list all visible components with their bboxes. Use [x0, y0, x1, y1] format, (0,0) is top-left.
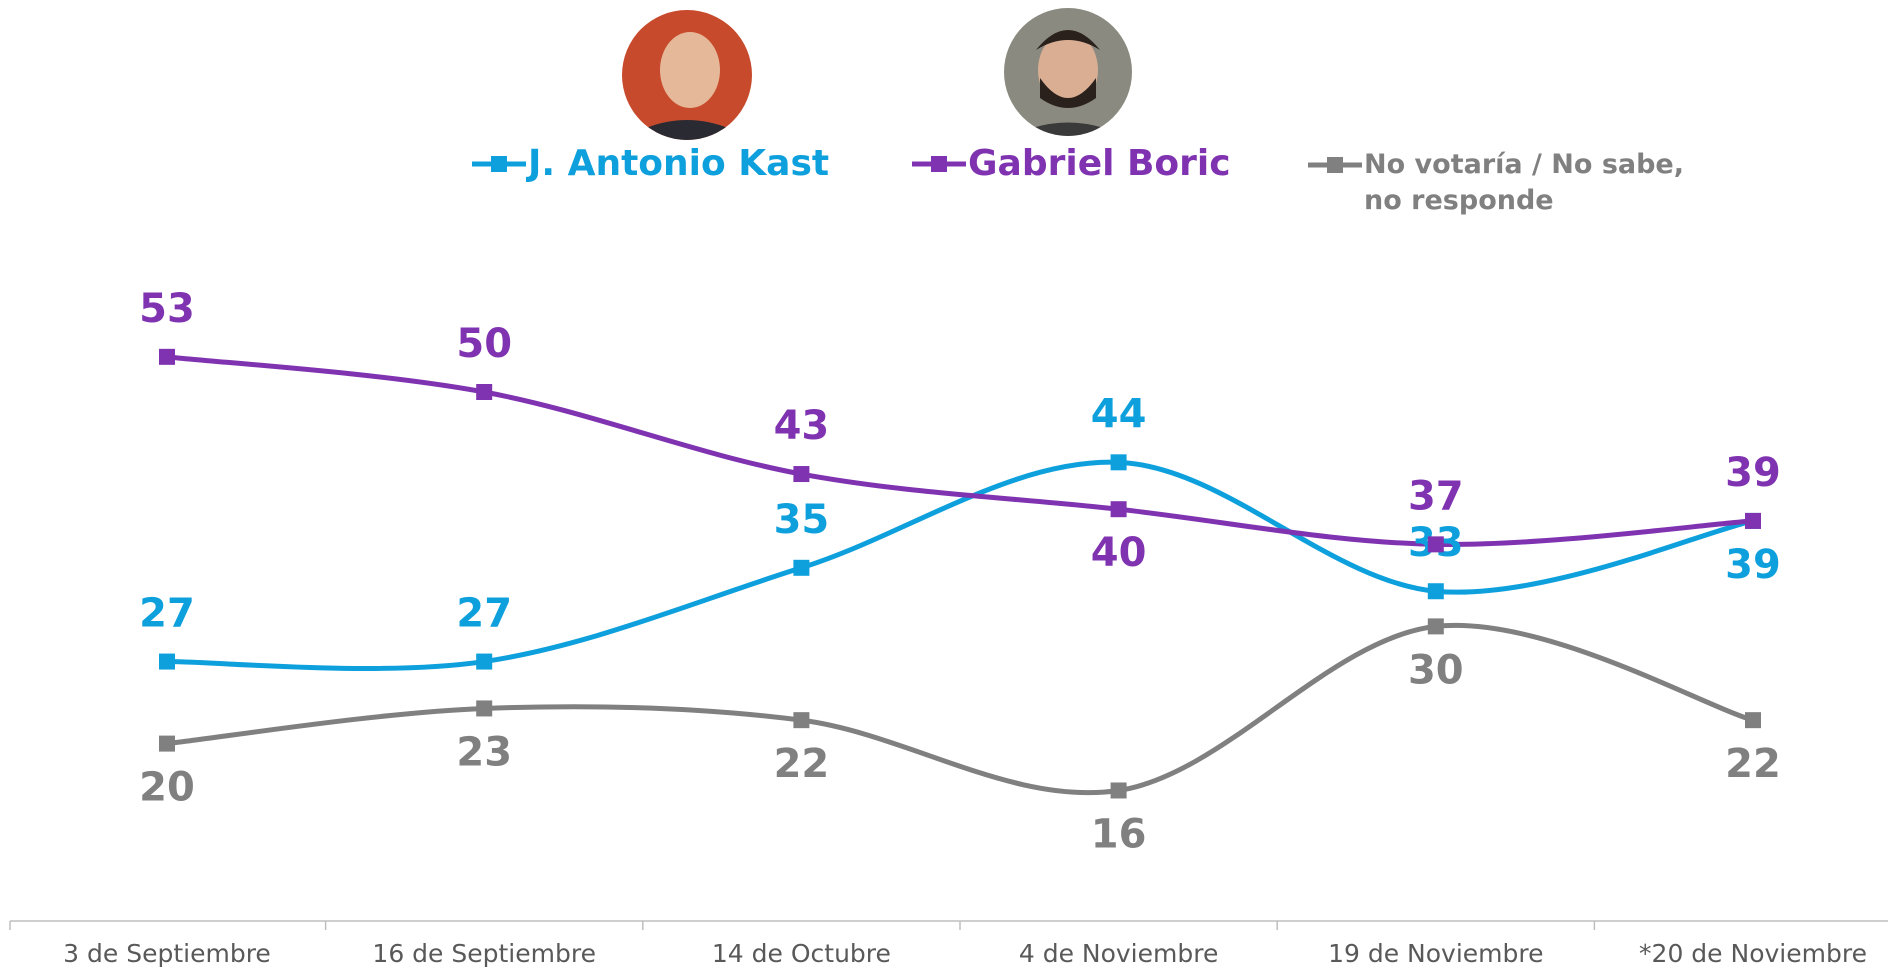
- data-label: 37: [1408, 473, 1464, 519]
- legend-label: J. Antonio Kast: [528, 143, 830, 184]
- legend-item: No votaría / No sabe, no responde: [1306, 147, 1704, 219]
- point-marker: [1745, 712, 1761, 729]
- legend-label: No votaría / No sabe, no responde: [1364, 149, 1685, 216]
- x-tick-label: 16 de Septiembre: [372, 939, 596, 968]
- point-marker: [1110, 454, 1127, 471]
- photo-boric: [1004, 8, 1132, 136]
- point-marker: [793, 559, 810, 576]
- data-label: 16: [1091, 811, 1147, 857]
- legend-swatch: [912, 156, 966, 172]
- data-label: 50: [456, 321, 512, 367]
- legend-swatch: [1308, 157, 1362, 173]
- point-marker: [159, 348, 175, 365]
- data-label: 43: [774, 403, 830, 449]
- data-label: 20: [139, 765, 195, 811]
- point-marker: [1745, 512, 1761, 529]
- legend-item: J. Antonio Kast: [470, 146, 829, 182]
- data-label: 53: [139, 286, 195, 332]
- series-line: [166, 354, 1754, 547]
- data-label: 39: [1725, 542, 1781, 588]
- data-label: 22: [1725, 741, 1781, 787]
- point-marker: [476, 700, 493, 717]
- point-marker: [159, 735, 175, 752]
- data-label: 23: [456, 729, 512, 775]
- series-line: [166, 622, 1754, 796]
- legend-swatch: [472, 156, 526, 172]
- point-marker: [159, 653, 175, 670]
- x-tick-label: *20 de Noviembre: [1639, 939, 1867, 968]
- data-label: 44: [1091, 391, 1147, 437]
- x-tick-label: 4 de Noviembre: [1019, 939, 1219, 968]
- point-marker: [1427, 583, 1444, 600]
- legend-item: Gabriel Boric: [910, 146, 1231, 182]
- data-label: 27: [456, 591, 512, 637]
- point-marker: [1427, 618, 1444, 635]
- legend-label: Gabriel Boric: [968, 143, 1231, 184]
- photo-kast: [622, 10, 752, 140]
- point-marker: [1110, 782, 1127, 799]
- point-marker: [476, 653, 493, 670]
- data-label: 30: [1408, 647, 1464, 693]
- point-marker: [476, 384, 493, 400]
- data-label: 22: [774, 741, 830, 787]
- data-label: 39: [1725, 450, 1781, 496]
- data-label: 27: [139, 591, 195, 637]
- data-label: 35: [774, 497, 830, 543]
- x-tick-label: 3 de Septiembre: [63, 939, 271, 968]
- point-marker: [1427, 536, 1444, 553]
- x-tick-label: 19 de Noviembre: [1328, 939, 1543, 968]
- point-marker: [793, 466, 810, 483]
- point-marker: [1110, 501, 1127, 518]
- point-marker: [793, 712, 810, 729]
- data-label: 40: [1091, 530, 1147, 576]
- x-tick-label: 14 de Octubre: [712, 939, 891, 968]
